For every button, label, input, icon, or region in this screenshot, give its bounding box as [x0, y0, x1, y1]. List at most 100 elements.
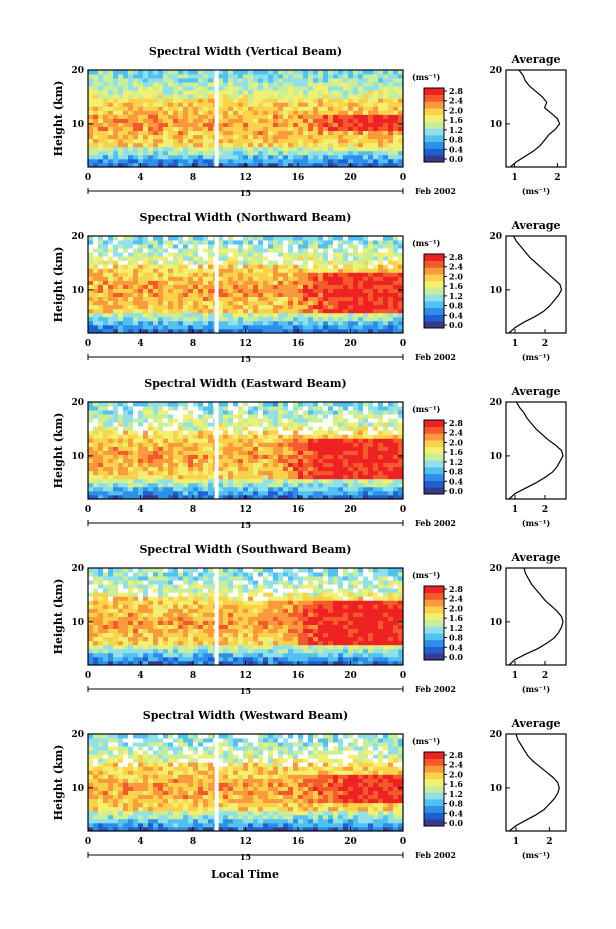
- heatmap-cell: [258, 78, 264, 83]
- heatmap-cell: [198, 146, 204, 152]
- heatmap-cell: [303, 256, 309, 261]
- heatmap-cell: [123, 154, 129, 160]
- heatmap-cell: [158, 328, 164, 334]
- heatmap-cell: [143, 122, 149, 127]
- heatmap-cell: [248, 276, 254, 281]
- heatmap-cell: [383, 276, 389, 281]
- heatmap-cell: [178, 272, 184, 277]
- heatmap-cell: [253, 454, 259, 459]
- heatmap-cell: [378, 276, 384, 281]
- heatmap-cell: [243, 268, 249, 273]
- heatmap-cell: [108, 320, 114, 326]
- heatmap-cell: [178, 320, 184, 326]
- heatmap-cell: [103, 414, 109, 419]
- heatmap-cell: [158, 244, 164, 249]
- heatmap-cell: [293, 134, 299, 140]
- heatmap-cell: [168, 146, 174, 152]
- heatmap-cell: [353, 126, 359, 132]
- heatmap-cell: [248, 462, 254, 468]
- heatmap-cell: [313, 114, 319, 119]
- heatmap-cell: [263, 252, 269, 257]
- heatmap-cell: [333, 86, 339, 91]
- heatmap-cell: [353, 410, 359, 415]
- heatmap-cell: [263, 324, 269, 330]
- heatmap-cell: [113, 296, 119, 302]
- heatmap-cell: [398, 406, 404, 411]
- heatmap-cell: [208, 430, 214, 435]
- heatmap-cell: [143, 450, 149, 455]
- heatmap-cell: [283, 280, 289, 285]
- heatmap-cell: [343, 422, 349, 427]
- heatmap-cell: [358, 292, 364, 298]
- heatmap-cell: [128, 118, 134, 123]
- heatmap-cell: [168, 482, 174, 488]
- heatmap-cell: [188, 466, 194, 472]
- heatmap-cell: [293, 272, 299, 277]
- heatmap-cell: [323, 268, 329, 273]
- heatmap-cell: [378, 110, 384, 115]
- heatmap-cell: [343, 86, 349, 91]
- heatmap-cell: [88, 328, 94, 334]
- heatmap-cell: [133, 640, 139, 646]
- heatmap-cell: [248, 122, 254, 127]
- heatmap-cell: [398, 130, 404, 136]
- heatmap-cell: [108, 142, 114, 148]
- heatmap-cell: [208, 134, 214, 140]
- heatmap-cell: [358, 122, 364, 127]
- heatmap-cell: [148, 122, 154, 127]
- colorbar-swatch: [424, 480, 444, 488]
- heatmap-cell: [98, 486, 104, 492]
- heatmap-cell: [383, 146, 389, 152]
- heatmap-cell: [93, 106, 99, 111]
- heatmap-cell: [293, 268, 299, 273]
- heatmap-cell: [153, 98, 159, 103]
- heatmap-cell: [388, 244, 394, 249]
- heatmap-cell: [388, 324, 394, 330]
- heatmap-cell: [388, 276, 394, 281]
- heatmap-cell: [88, 624, 94, 630]
- heatmap-cell: [273, 328, 279, 334]
- heatmap-cell: [308, 296, 314, 302]
- heatmap-cell: [133, 608, 139, 613]
- heatmap-cell: [278, 434, 284, 439]
- heatmap-cell: [93, 596, 99, 601]
- heatmap-cell: [228, 458, 234, 464]
- heatmap-cell: [118, 648, 124, 654]
- heatmap-cell: [103, 402, 109, 407]
- heatmap-cell: [353, 114, 359, 119]
- heatmap-cell: [283, 458, 289, 464]
- heatmap-cell: [163, 154, 169, 160]
- heatmap-cell: [208, 252, 214, 257]
- heatmap-cell: [263, 86, 269, 91]
- heatmap-cell: [193, 474, 199, 480]
- heatmap-cell: [208, 78, 214, 83]
- heatmap-cell: [118, 406, 124, 411]
- heatmap-cell: [283, 102, 289, 107]
- heatmap-cell: [323, 316, 329, 322]
- heatmap-cell: [113, 402, 119, 407]
- heatmap-cell: [128, 98, 134, 103]
- heatmap-cell: [138, 474, 144, 480]
- heatmap-cell: [378, 146, 384, 152]
- heatmap-cell: [193, 150, 199, 156]
- heatmap-cell: [338, 316, 344, 322]
- heatmap-cell: [198, 288, 204, 293]
- heatmap-cell: [113, 632, 119, 638]
- heatmap-cell: [123, 438, 129, 443]
- heatmap-cell: [123, 410, 129, 415]
- heatmap-cell: [283, 154, 289, 160]
- heatmap-cell: [168, 430, 174, 435]
- heatmap-cell: [318, 470, 324, 476]
- heatmap-cell: [108, 648, 114, 654]
- heatmap-cell: [288, 478, 294, 484]
- heatmap-cell: [228, 248, 234, 253]
- heatmap-cell: [328, 442, 334, 447]
- heatmap-cell: [193, 422, 199, 427]
- heatmap-cell: [198, 422, 204, 427]
- heatmap-cell: [203, 474, 209, 480]
- heatmap-cell: [163, 244, 169, 249]
- heatmap-cell: [368, 98, 374, 103]
- heatmap-cell: [133, 612, 139, 617]
- heatmap-cell: [148, 474, 154, 480]
- heatmap-cell: [88, 442, 94, 447]
